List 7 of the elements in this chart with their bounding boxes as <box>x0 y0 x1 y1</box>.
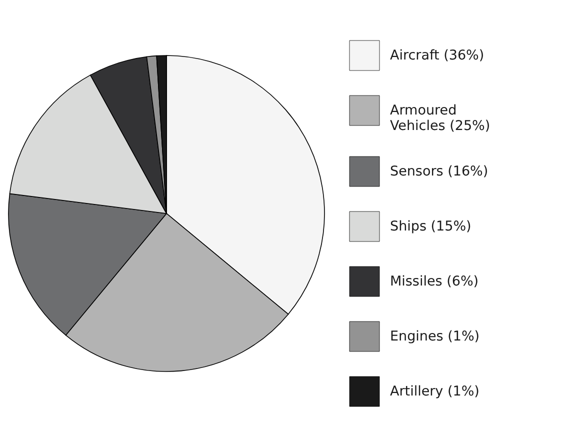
legend-label: Armoured Vehicles (25%) <box>390 102 490 134</box>
legend-label: Engines (1%) <box>390 328 480 344</box>
legend-label: Missiles (6%) <box>390 274 479 290</box>
legend-label: Artillery (1%) <box>390 384 480 400</box>
legend-label: Aircraft (36%) <box>390 48 484 64</box>
legend-label: Ships (15%) <box>390 218 472 234</box>
legend-label: Sensors (16%) <box>390 164 488 180</box>
